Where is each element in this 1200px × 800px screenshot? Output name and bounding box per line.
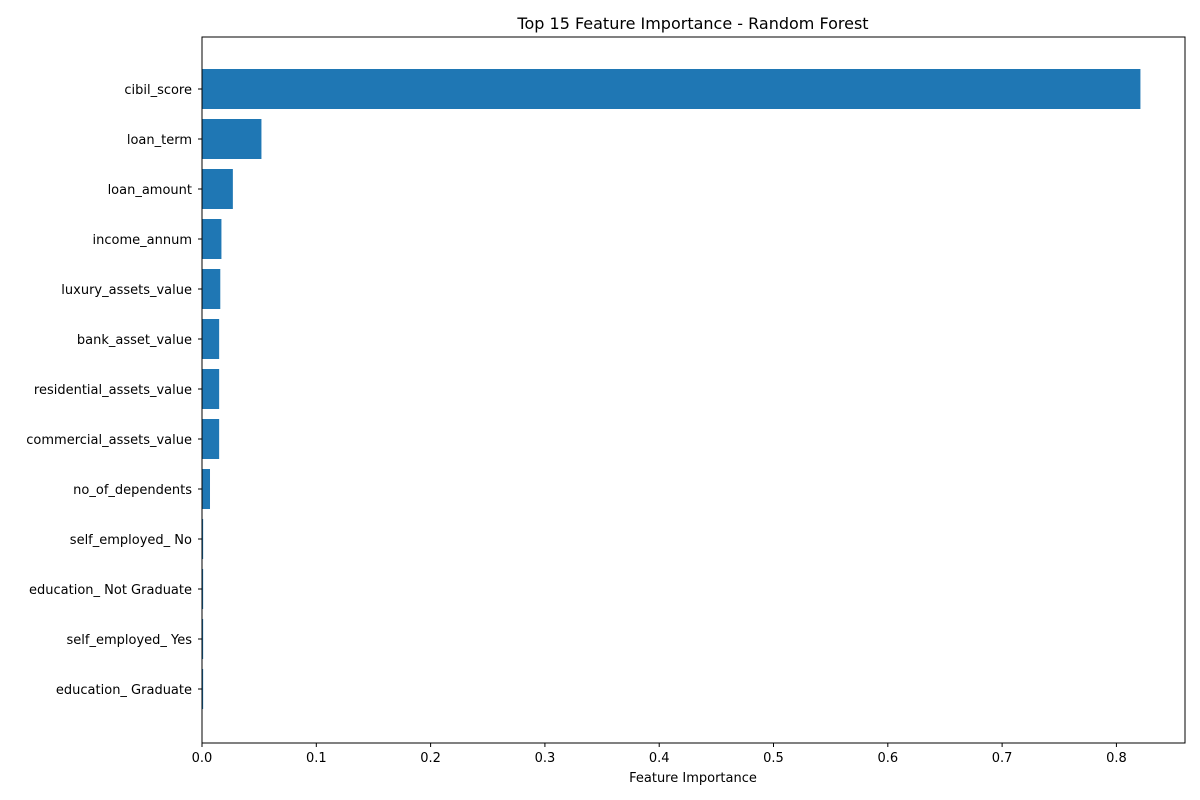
y-tick-label: no_of_dependents [73, 483, 192, 498]
bar [202, 519, 204, 559]
x-tick-label: 0.7 [992, 751, 1013, 766]
bars-group [202, 69, 1141, 709]
chart-title: Top 15 Feature Importance - Random Fores… [516, 14, 868, 33]
x-tick-label: 0.0 [192, 751, 213, 766]
bar [202, 219, 222, 259]
bar [202, 469, 211, 509]
plot-frame [201, 36, 1186, 744]
bar [202, 419, 220, 459]
x-tick-label: 0.1 [306, 751, 327, 766]
x-axis-label: Feature Importance [629, 771, 757, 786]
y-tick-label: income_annum [93, 233, 192, 248]
bar [202, 119, 262, 159]
x-tick-label: 0.5 [763, 751, 784, 766]
bar [202, 169, 233, 209]
y-tick-label: self_employed_ Yes [67, 633, 193, 648]
y-tick-label: cibil_score [124, 83, 192, 98]
bar [202, 269, 221, 309]
x-tick-label: 0.4 [649, 751, 670, 766]
y-tick-labels: cibil_score loan_term loan_amount income_an… [26, 83, 202, 698]
y-tick-label: loan_term [127, 133, 192, 148]
y-tick-label: education_ Graduate [56, 683, 192, 698]
bar [202, 669, 204, 709]
y-tick-label: commercial_assets_value [26, 433, 192, 448]
x-tick-label: 0.3 [535, 751, 556, 766]
y-tick-label: self_employed_ No [70, 533, 192, 548]
y-tick-label: loan_amount [108, 183, 192, 198]
y-tick-label: education_ Not Graduate [29, 583, 192, 598]
bar [202, 369, 220, 409]
bar [202, 569, 204, 609]
x-tick-label: 0.6 [877, 751, 898, 766]
y-tick-label: residential_assets_value [34, 383, 192, 398]
y-tick-label: bank_asset_value [77, 333, 192, 348]
bar [202, 319, 220, 359]
bar [202, 69, 1141, 109]
x-ticks: 0.0 0.1 0.2 0.3 0.4 0.5 0.6 0.7 0.8 [192, 743, 1127, 766]
x-tick-label: 0.8 [1106, 751, 1127, 766]
x-tick-label: 0.2 [420, 751, 441, 766]
y-tick-label: luxury_assets_value [61, 283, 192, 298]
bar [202, 619, 204, 659]
